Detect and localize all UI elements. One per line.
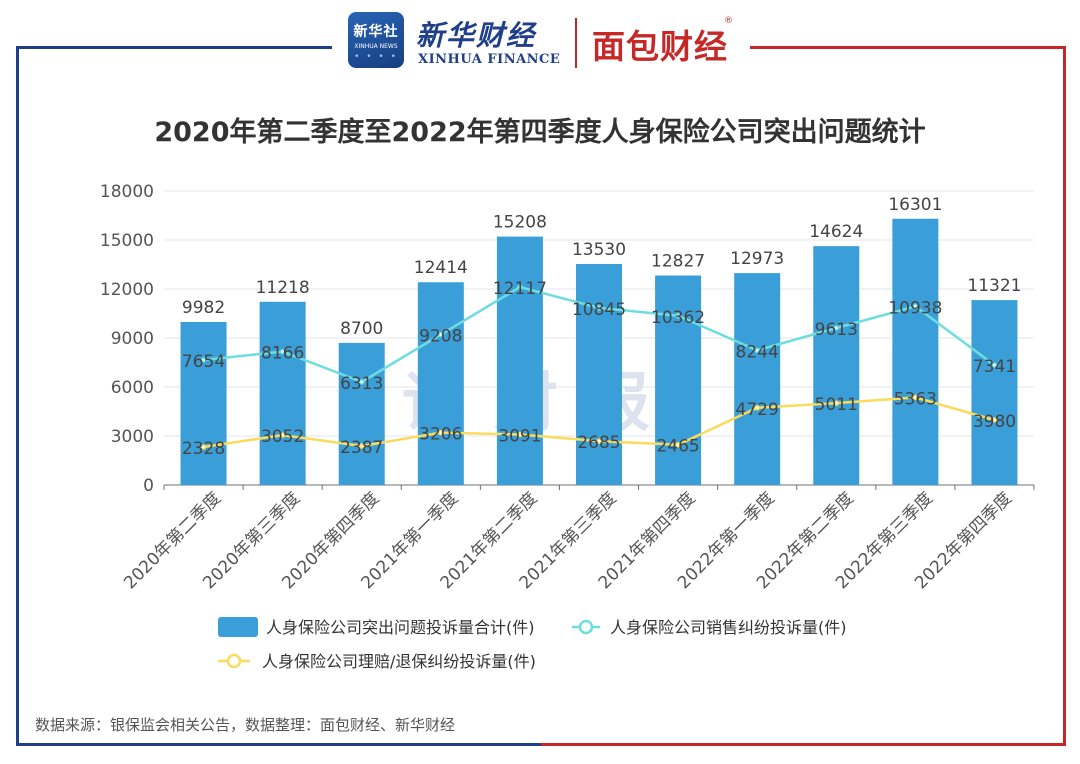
badge-cn-text: 新华社 (353, 24, 399, 40)
bar-value-label: 9982 (182, 298, 225, 318)
bar-total (971, 300, 1018, 485)
point-claims-disputes (517, 431, 523, 438)
sales-value-label: 10362 (651, 308, 705, 328)
claims-value-label: 2328 (182, 439, 225, 459)
y-tick-label: 6000 (111, 378, 154, 398)
point-claims-disputes (754, 405, 760, 411)
bar-total (338, 342, 385, 485)
claims-value-label: 2465 (656, 437, 699, 457)
claims-value-label: 3091 (498, 427, 541, 447)
chart-title: 2020年第二季度至2022年第四季度人身保险公司突出问题统计 (154, 117, 926, 148)
y-tick-label: 18000 (100, 182, 154, 202)
bar-total (576, 264, 622, 485)
registered-mark: ® (724, 16, 733, 26)
mianbao-finance-logo: 面包财经 (592, 27, 728, 66)
point-sales-disputes (675, 313, 681, 319)
logo-divider (575, 18, 577, 68)
frame-bottom-left (16, 743, 541, 746)
sales-value-label: 10938 (888, 298, 942, 318)
claims-value-label: 3052 (261, 427, 304, 447)
claims-value-label: 4729 (736, 400, 779, 420)
bar-total (496, 236, 543, 485)
xinhua-news-logo: 新华社 XINHUA NEWS • • • • (348, 12, 404, 68)
frame-top-left (16, 46, 332, 49)
claims-value-label: 2685 (577, 433, 620, 453)
claims-value-label: 2387 (340, 438, 383, 458)
point-sales-disputes (517, 284, 523, 290)
bar-total (734, 273, 781, 485)
sales-value-label: 10845 (572, 300, 626, 320)
sales-value-label: 8244 (736, 342, 779, 362)
bar-total (813, 246, 860, 485)
bar-total (180, 321, 227, 485)
bar-value-label: 12827 (651, 251, 705, 271)
bar-total (655, 275, 702, 485)
sales-value-label: 9613 (815, 320, 858, 340)
bar-value-label: 11218 (256, 278, 310, 298)
point-claims-disputes (596, 438, 602, 444)
point-sales-disputes (991, 362, 998, 368)
legend-swatch-total (218, 617, 258, 637)
frame-top-right (750, 46, 1066, 49)
bar-value-label: 16301 (888, 195, 942, 215)
sales-value-label: 6313 (340, 374, 383, 394)
point-claims-disputes (833, 400, 840, 406)
legend-label-sales: 人身保险公司销售纠纷投诉量(件) (610, 618, 847, 637)
frame-bottom-right (541, 743, 1066, 746)
xinhua-finance-logo-en: XINHUA FINANCE (418, 52, 561, 67)
bar-value-label: 12414 (414, 258, 468, 278)
point-sales-disputes (358, 379, 365, 385)
legend-label-total: 人身保险公司突出问题投诉量合计(件) (266, 618, 535, 637)
bar-total (417, 282, 464, 485)
point-claims-disputes (200, 444, 207, 450)
point-sales-disputes (279, 348, 286, 355)
point-sales-disputes (833, 325, 840, 331)
bar-value-label: 14624 (809, 222, 863, 242)
bar-total (259, 301, 306, 485)
point-sales-disputes (438, 331, 444, 338)
sales-value-label: 9208 (419, 327, 462, 347)
y-tick-label: 15000 (100, 231, 154, 251)
sales-value-label: 8166 (261, 344, 304, 364)
claims-value-label: 3206 (419, 425, 462, 445)
point-claims-disputes (279, 432, 286, 438)
sales-value-label: 7341 (973, 357, 1016, 377)
frame-left (16, 46, 19, 746)
bar-value-label: 15208 (493, 213, 547, 233)
point-claims-disputes (358, 443, 365, 449)
point-sales-disputes (754, 347, 760, 354)
point-claims-disputes (912, 394, 919, 401)
claims-value-label: 5011 (815, 395, 858, 415)
sales-value-label: 12117 (493, 279, 547, 299)
point-claims-disputes (438, 429, 444, 436)
bar-value-label: 13530 (572, 240, 626, 260)
legend-label-claims: 人身保险公司理赔/退保纠纷投诉量(件) (262, 652, 536, 671)
bar-total (892, 218, 939, 485)
xinhua-finance-logo-cn: 新华财经 (416, 19, 537, 52)
network-dots-icon: • • • • (354, 52, 398, 62)
point-claims-disputes (991, 417, 998, 423)
source-note: 数据来源：银保监会相关公告，数据整理：面包财经、新华财经 (35, 716, 456, 734)
claims-value-label: 3980 (973, 412, 1016, 432)
sales-value-label: 7654 (182, 352, 225, 372)
claims-value-label: 5363 (894, 389, 937, 409)
legend-marker-sales (578, 619, 594, 635)
point-sales-disputes (596, 305, 602, 311)
badge-en-text: XINHUA NEWS (354, 43, 398, 50)
bar-value-label: 11321 (967, 276, 1021, 296)
y-tick-label: 3000 (111, 427, 154, 447)
y-tick-label: 0 (143, 476, 154, 496)
y-tick-label: 9000 (111, 329, 154, 349)
bar-value-label: 12973 (730, 249, 784, 269)
y-tick-label: 12000 (100, 280, 154, 300)
bar-value-label: 8700 (340, 319, 383, 339)
point-sales-disputes (912, 303, 919, 310)
frame-right (1063, 46, 1066, 746)
point-sales-disputes (200, 357, 207, 363)
legend-marker-claims (226, 653, 242, 669)
point-claims-disputes (675, 441, 681, 448)
